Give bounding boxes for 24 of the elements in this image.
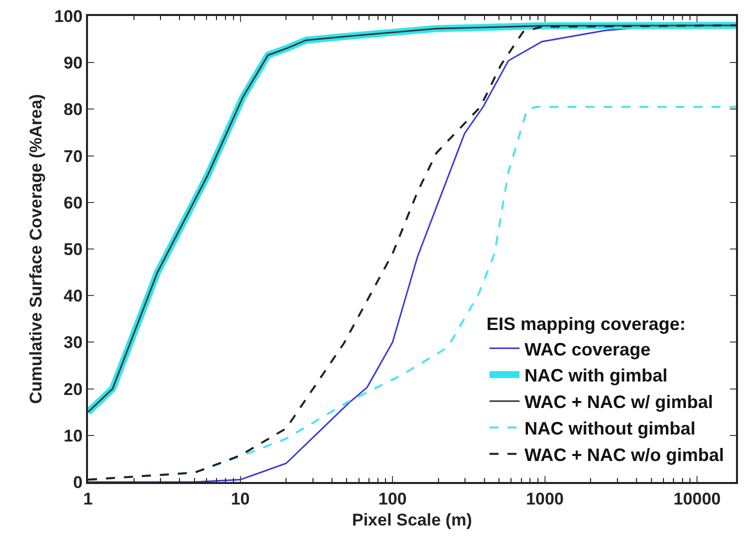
legend-label: NAC without gimbal	[524, 418, 696, 438]
legend-label: NAC with gimbal	[524, 366, 668, 386]
x-tick-label: 1000	[526, 489, 564, 508]
x-tick-label: 10000	[673, 489, 721, 508]
y-axis-title: Cumulative Surface Coverage (%Area)	[26, 94, 46, 404]
y-tick-label: 10	[64, 426, 83, 446]
x-tick-label: 100	[378, 489, 407, 508]
y-tick-label: 40	[64, 286, 83, 306]
y-tick-label: 60	[64, 193, 83, 212]
y-tick-label: 0	[73, 472, 83, 492]
y-tick-label: 90	[64, 54, 83, 73]
y-tick-label: 30	[64, 333, 83, 352]
y-tick-label: 70	[64, 146, 83, 166]
x-axis-title: Pixel Scale (m)	[352, 510, 472, 530]
y-tick-label: 20	[64, 380, 83, 399]
y-tick-label: 80	[64, 100, 83, 120]
legend-label: WAC + NAC w/ gimbal	[524, 392, 714, 412]
legend-label: WAC + NAC w/o gimbal	[524, 444, 724, 465]
legend-title: EIS mapping coverage:	[486, 314, 686, 334]
legend-label: WAC coverage	[524, 339, 651, 360]
y-tick-label: 50	[64, 240, 83, 259]
x-tick-label: 1	[83, 489, 93, 508]
x-tick-label: 10	[230, 489, 250, 508]
y-tick-label: 100	[54, 6, 83, 26]
